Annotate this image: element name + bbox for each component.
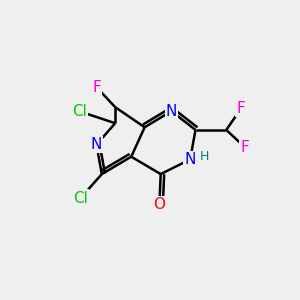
Text: F: F <box>92 80 101 94</box>
Text: O: O <box>153 197 165 212</box>
Text: N: N <box>166 104 177 119</box>
Text: F: F <box>237 101 245 116</box>
Text: N: N <box>91 137 102 152</box>
Text: Cl: Cl <box>72 104 86 119</box>
Text: Cl: Cl <box>73 191 88 206</box>
Text: H: H <box>200 150 210 163</box>
Text: F: F <box>241 140 249 155</box>
Text: N: N <box>184 152 196 167</box>
